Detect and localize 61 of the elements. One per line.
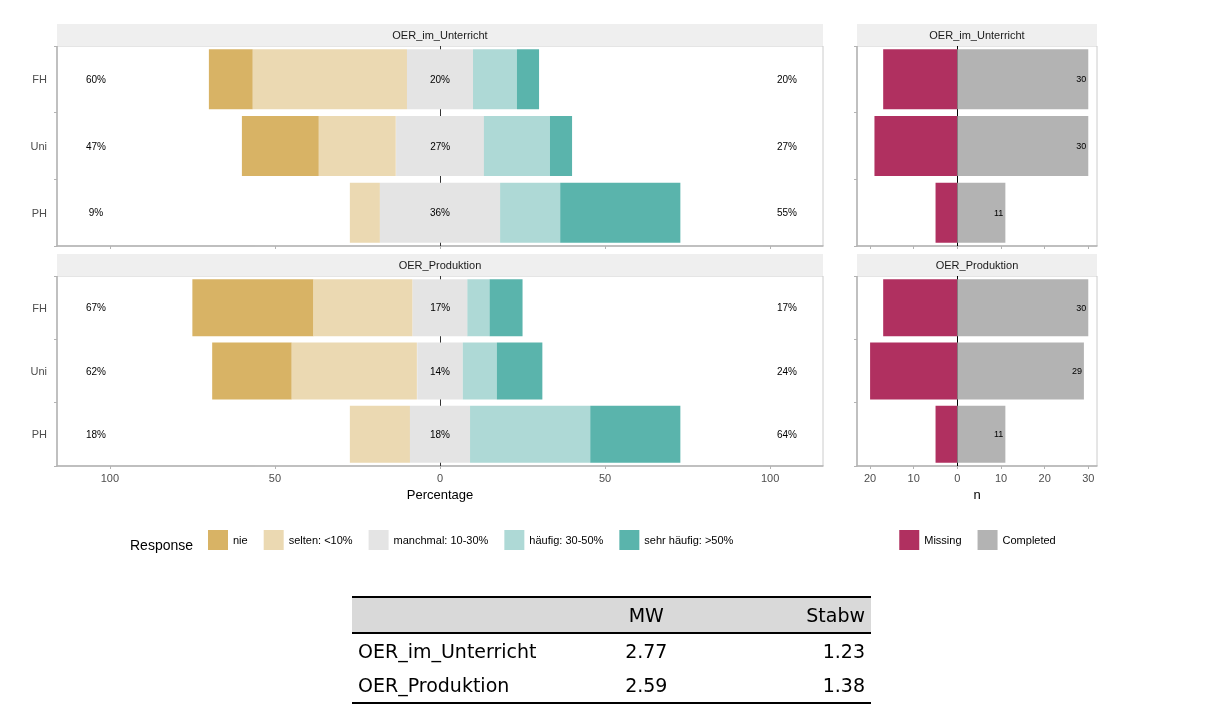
y-tick-label: PH: [31, 206, 48, 219]
annotation: 55%: [776, 207, 798, 219]
data-label: 11: [994, 207, 1004, 218]
data-label: 18%: [429, 428, 451, 440]
annotation: 17%: [776, 302, 798, 314]
data-label: 36%: [429, 207, 451, 219]
x-tick-label: 20: [1038, 471, 1051, 484]
data-label: 17%: [430, 302, 451, 314]
data-label: 2.77: [624, 639, 669, 664]
data-label: 1.23: [821, 639, 866, 664]
data-label: 1.38: [821, 673, 866, 698]
data-label: 2.59: [624, 673, 669, 698]
x-axis-title: n: [973, 487, 981, 502]
x-tick-label: 0: [954, 471, 961, 484]
legend-label: sehr häufig: >50%: [644, 534, 734, 546]
x-tick-label: 10: [907, 471, 920, 484]
x-tick-label: 10: [994, 471, 1008, 484]
category-label: OER_im_Unterricht: [357, 639, 538, 665]
x-tick-label: 100: [760, 471, 780, 484]
chart-title: OER_im_Unterricht: [57, 24, 823, 46]
legend-label: häufig: 30-50%: [529, 534, 604, 546]
legend-label: Completed: [1002, 534, 1056, 546]
x-tick-label: 30: [1082, 471, 1095, 484]
y-tick-label: PH: [31, 428, 48, 441]
x-tick-label: 100: [100, 471, 120, 484]
annotation: 27%: [776, 140, 798, 152]
data-label: 27%: [430, 140, 451, 152]
chart-title: OER_im_Unterricht: [857, 24, 1097, 46]
y-tick-label: Uni: [30, 365, 47, 377]
data-label: 14%: [429, 365, 451, 377]
data-label: 30: [1076, 74, 1087, 85]
x-axis-title: Percentage: [406, 487, 474, 502]
data-label: 30: [1076, 141, 1087, 151]
annotation: 18%: [85, 428, 107, 440]
chart-title: OER_Produktion: [857, 254, 1097, 276]
data-label: 30: [1076, 302, 1087, 313]
chart-title: OER_Produktion: [57, 254, 823, 276]
x-tick-label: 50: [268, 471, 282, 484]
annotation: 47%: [85, 140, 107, 152]
annotation: 64%: [776, 428, 798, 440]
legend-label: Missing: [924, 534, 962, 546]
annotation: 9%: [88, 207, 104, 219]
annotation: 67%: [85, 302, 107, 314]
annotation: 20%: [776, 73, 798, 85]
annotation: 60%: [85, 73, 107, 85]
y-tick-label: Uni: [30, 140, 47, 152]
x-tick-label: 20: [863, 471, 877, 484]
x-tick-label: 50: [598, 471, 612, 484]
legend-label: manchmal: 10-30%: [393, 534, 489, 546]
legend-label: nie: [233, 534, 248, 546]
legend-title: Response: [130, 537, 194, 553]
y-tick-label: FH: [32, 301, 48, 314]
data-label: 29: [1071, 366, 1082, 376]
legend-label: selten: <10%: [288, 534, 353, 546]
x-tick-label: 0: [436, 471, 444, 484]
annotation: 24%: [776, 365, 798, 377]
data-label: 20%: [429, 73, 451, 85]
annotation: 62%: [85, 365, 107, 377]
category-label: OER_Produktion: [357, 673, 511, 699]
data-label: 11: [994, 429, 1004, 440]
y-tick-label: FH: [32, 73, 48, 86]
